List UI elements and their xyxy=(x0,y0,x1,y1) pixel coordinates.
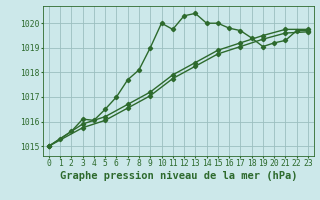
X-axis label: Graphe pression niveau de la mer (hPa): Graphe pression niveau de la mer (hPa) xyxy=(60,171,297,181)
